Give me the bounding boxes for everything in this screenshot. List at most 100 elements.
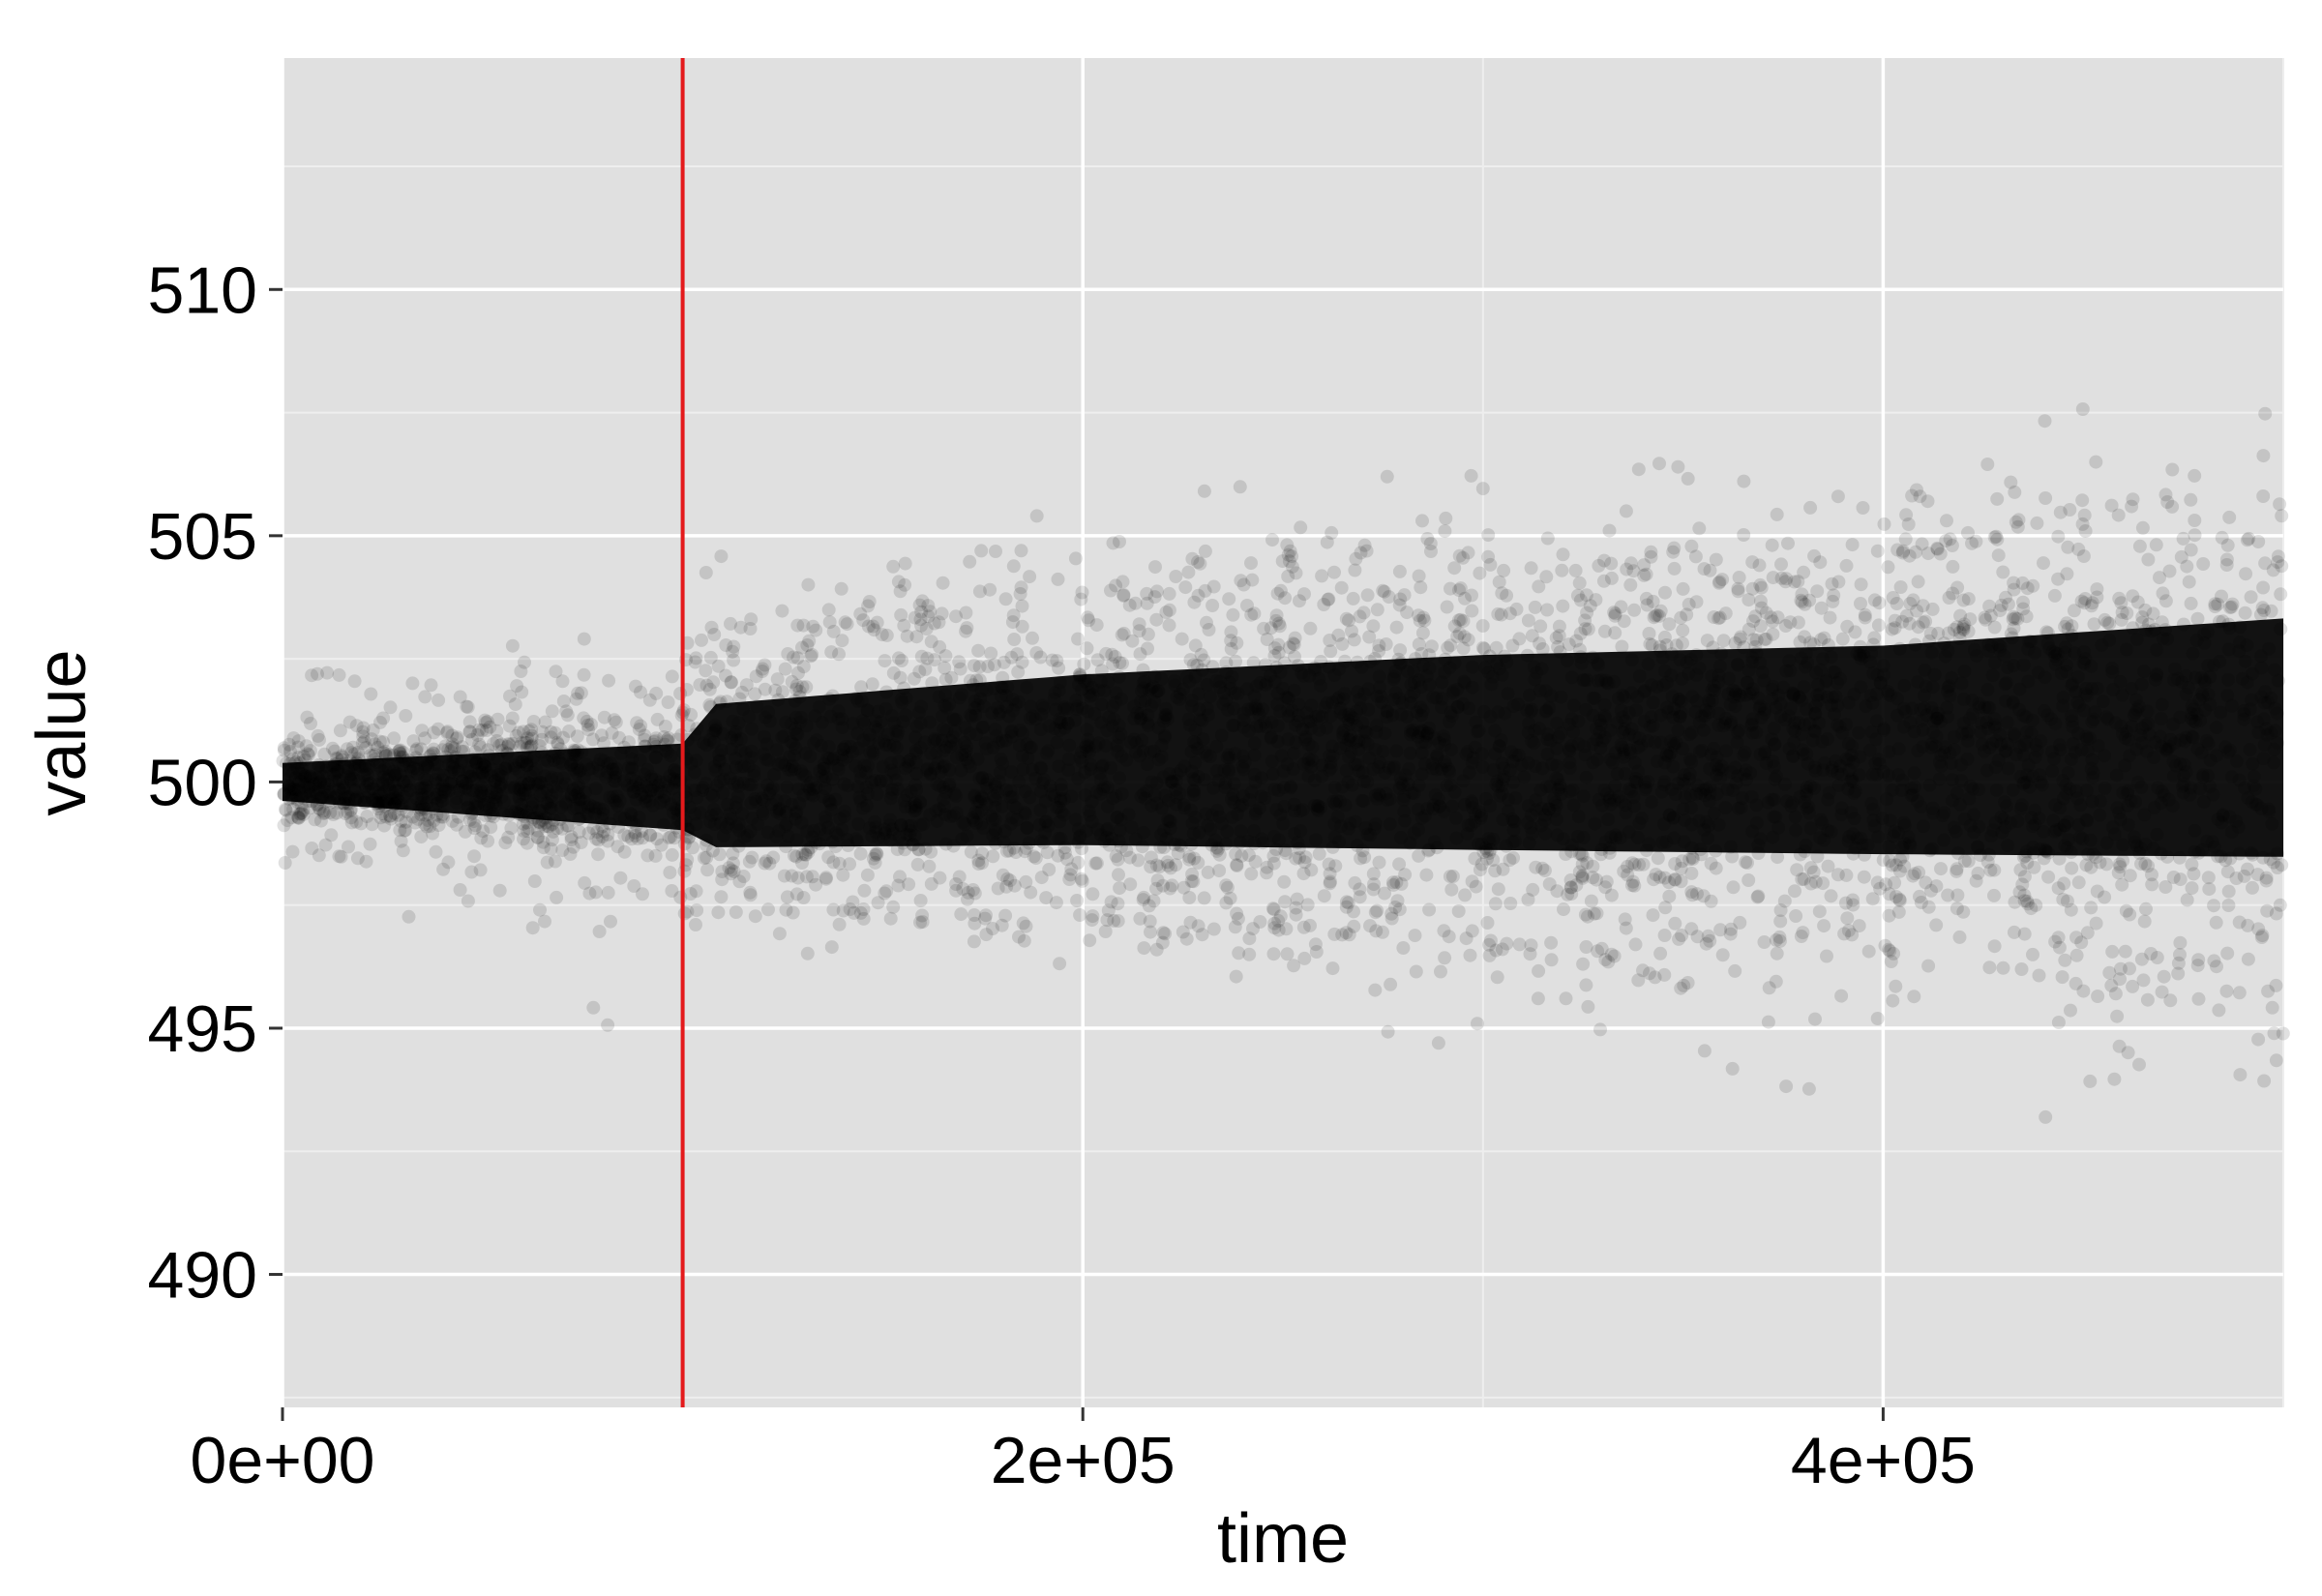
data-point — [388, 779, 402, 793]
data-point — [1141, 708, 1155, 723]
data-point — [1416, 610, 1431, 625]
data-point — [1152, 860, 1167, 873]
data-point — [1950, 888, 1965, 902]
data-point — [967, 934, 981, 949]
data-point — [2159, 744, 2174, 758]
data-point — [1663, 746, 1678, 760]
data-point — [640, 848, 655, 863]
data-point — [1127, 699, 1142, 714]
data-point — [1811, 694, 1826, 708]
data-point — [1793, 847, 1807, 862]
data-point — [2128, 693, 2143, 707]
data-point — [834, 581, 848, 596]
data-point — [1961, 734, 1975, 749]
data-point — [555, 674, 570, 689]
data-point — [1236, 706, 1251, 721]
data-point — [2048, 798, 2063, 813]
data-point — [1684, 725, 1699, 740]
data-point — [1144, 860, 1158, 874]
data-point — [592, 925, 607, 938]
data-point — [286, 731, 301, 746]
data-point — [930, 733, 944, 748]
data-point — [958, 748, 972, 762]
data-point — [342, 715, 357, 729]
data-point — [886, 665, 901, 680]
data-point — [2267, 742, 2281, 756]
data-point — [1503, 853, 1517, 868]
data-point — [1314, 800, 1328, 814]
data-point — [2104, 498, 2119, 513]
data-point — [1412, 673, 1426, 688]
data-point — [1556, 832, 1570, 846]
data-point — [2232, 644, 2247, 659]
data-point — [371, 755, 385, 770]
data-point — [1730, 735, 1744, 750]
data-point — [853, 606, 868, 621]
data-point — [1554, 690, 1568, 704]
data-point — [372, 734, 387, 749]
data-point — [627, 879, 641, 893]
data-point — [1803, 861, 1818, 875]
data-point — [1603, 724, 1618, 738]
data-point — [533, 902, 547, 917]
data-point — [1624, 653, 1639, 667]
data-point — [731, 779, 746, 793]
data-point — [1445, 686, 1460, 700]
data-point — [1053, 957, 1067, 971]
data-point — [2258, 406, 2273, 421]
data-point — [1861, 944, 1876, 959]
data-point — [891, 878, 906, 893]
data-point — [2189, 634, 2204, 648]
data-point — [2247, 769, 2261, 783]
data-point — [2180, 559, 2194, 574]
data-point — [1963, 711, 1977, 725]
data-point — [1761, 1015, 1775, 1029]
data-point — [1210, 803, 1225, 817]
data-point — [2008, 485, 2022, 499]
data-point — [285, 765, 300, 780]
data-point — [1581, 999, 1595, 1014]
data-point — [2040, 708, 2055, 723]
data-point — [1891, 742, 1906, 756]
data-point — [294, 798, 309, 813]
data-point — [487, 810, 501, 824]
data-point — [703, 650, 718, 665]
data-point — [491, 712, 505, 726]
data-point — [521, 724, 536, 738]
data-point — [785, 869, 799, 883]
data-point — [1141, 627, 1155, 641]
data-point — [1413, 725, 1427, 739]
data-point — [1026, 762, 1040, 777]
data-point — [533, 788, 548, 803]
data-point — [368, 737, 382, 752]
data-point — [642, 794, 657, 809]
data-point — [1828, 707, 1842, 722]
data-point — [2211, 849, 2225, 864]
data-point — [1834, 989, 1849, 1003]
data-point — [571, 785, 584, 800]
data-point — [1924, 842, 1939, 856]
data-point — [1287, 959, 1301, 973]
data-point — [1113, 771, 1127, 785]
data-point — [860, 798, 874, 813]
data-point — [720, 695, 734, 709]
data-point — [1749, 798, 1764, 813]
data-point — [1956, 623, 1971, 636]
data-point — [2083, 731, 2098, 746]
data-point — [1190, 741, 1205, 755]
data-point — [1706, 640, 1720, 655]
data-point — [991, 700, 1004, 715]
data-point — [1070, 702, 1085, 717]
data-point — [836, 903, 850, 918]
data-point — [2059, 778, 2073, 792]
data-point — [802, 783, 817, 796]
data-point — [1281, 569, 1295, 583]
data-point — [1615, 639, 1629, 654]
data-point — [1619, 798, 1632, 813]
data-point — [968, 908, 981, 922]
data-point — [1352, 734, 1366, 749]
data-point — [650, 786, 665, 800]
data-point — [677, 906, 692, 921]
data-point — [2121, 1046, 2135, 1060]
data-point — [1458, 676, 1472, 691]
